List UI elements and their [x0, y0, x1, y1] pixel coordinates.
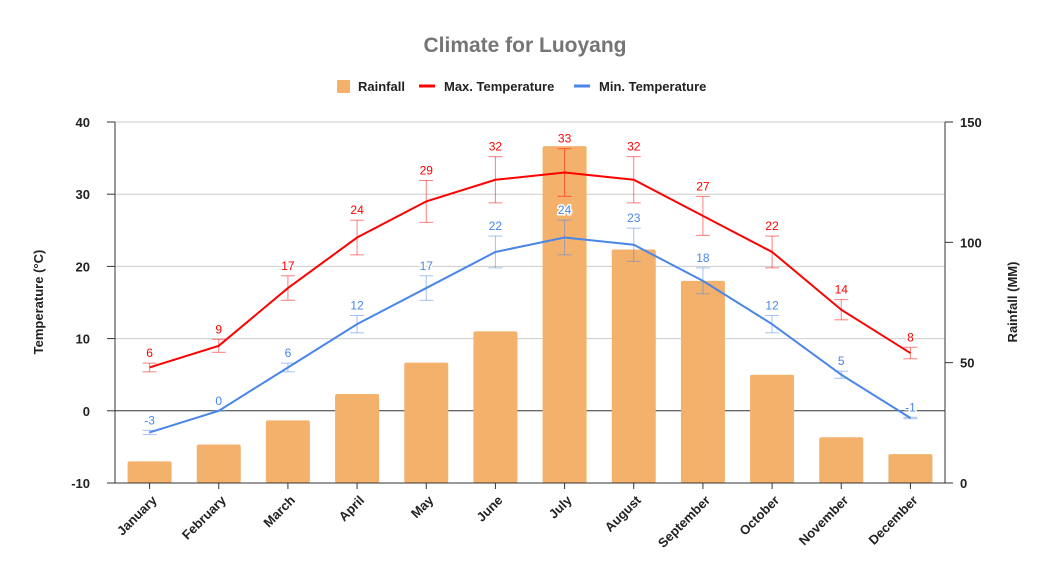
legend-label-0: Rainfall — [358, 79, 405, 94]
bar-rainfall-august — [611, 249, 656, 483]
x-tick-label: July — [546, 492, 576, 522]
x-tick-label: September — [655, 493, 713, 551]
x-tick-label: November — [796, 493, 852, 549]
left-axis-label: Temperature (°C) — [31, 250, 46, 355]
data-label-min: 5 — [838, 354, 845, 368]
x-tick-label: August — [602, 492, 645, 535]
bar-rainfall-november — [819, 437, 864, 483]
x-tick-label: January — [114, 492, 160, 538]
data-label-min: -1 — [905, 400, 916, 414]
x-tick-label: June — [473, 493, 505, 525]
data-label-max: 17 — [281, 259, 295, 273]
bar-rainfall-march — [265, 420, 310, 483]
left-tick-label: 30 — [76, 187, 90, 202]
data-label-max: 6 — [146, 346, 153, 360]
data-label-max: 9 — [215, 322, 222, 336]
data-label-max: 33 — [558, 132, 572, 146]
data-label-min: 17 — [420, 259, 434, 273]
data-label-min: 0 — [215, 394, 222, 408]
data-label-max: 14 — [835, 283, 849, 297]
data-label-max: 29 — [420, 163, 434, 177]
data-label-max: 22 — [765, 219, 779, 233]
x-tick-label: May — [408, 492, 437, 521]
data-label-min: -3 — [144, 413, 155, 427]
data-label-max: 32 — [489, 140, 503, 154]
left-tick-label: 10 — [76, 332, 90, 347]
right-tick-label: 100 — [960, 235, 982, 250]
data-label-min: 23 — [627, 211, 641, 225]
data-label-min: 24 — [558, 203, 572, 217]
data-label-min: 6 — [285, 346, 292, 360]
bar-rainfall-july — [542, 146, 587, 484]
bar-rainfall-may — [404, 362, 449, 483]
x-tick-label: December — [865, 493, 920, 548]
bar-rainfall-june — [473, 331, 518, 483]
bar-rainfall-december — [888, 454, 933, 483]
data-label-max: 32 — [627, 140, 641, 154]
data-label-min: 18 — [696, 251, 710, 265]
left-tick-label: 40 — [76, 115, 90, 130]
x-tick-label: October — [736, 493, 782, 539]
bar-rainfall-october — [750, 374, 795, 483]
bar-rainfall-january — [127, 461, 172, 483]
data-label-min: 12 — [765, 298, 779, 312]
legend-label-1: Max. Temperature — [444, 79, 554, 94]
bar-rainfall-february — [196, 444, 241, 483]
right-axis-label: Rainfall (MM) — [1005, 262, 1020, 343]
right-tick-label: 150 — [960, 115, 982, 130]
x-tick-label: March — [260, 492, 298, 530]
bar-rainfall-september — [680, 280, 725, 483]
line-min-temperature — [149, 236, 911, 434]
x-tick-label: April — [336, 493, 368, 525]
data-label-min: 12 — [350, 298, 364, 312]
legend-label-2: Min. Temperature — [599, 79, 706, 94]
bar-rainfall-april — [335, 393, 380, 483]
left-tick-label: 20 — [76, 259, 90, 274]
right-tick-label: 50 — [960, 356, 974, 371]
data-label-max: 24 — [350, 203, 364, 217]
line-max-temperature — [149, 171, 911, 369]
data-label-max: 8 — [907, 330, 914, 344]
left-tick-label: -10 — [71, 476, 90, 491]
data-label-max: 27 — [696, 179, 710, 193]
x-tick-label: February — [179, 492, 229, 542]
right-tick-label: 0 — [960, 476, 967, 491]
chart-title: Climate for Luoyang — [423, 34, 626, 57]
data-label-min: 22 — [489, 219, 503, 233]
legend-swatch-0 — [337, 80, 350, 93]
left-tick-label: 0 — [83, 404, 90, 419]
